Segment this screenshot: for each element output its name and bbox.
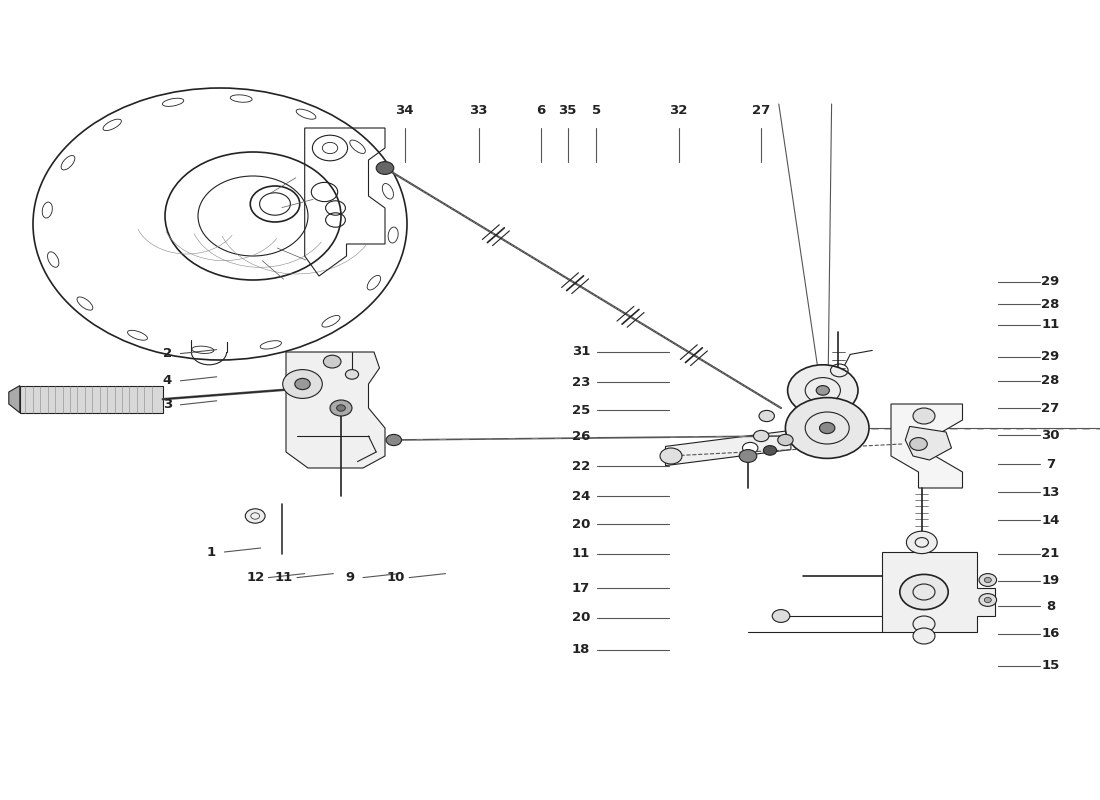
Text: 33: 33 bbox=[470, 104, 487, 117]
Polygon shape bbox=[286, 352, 385, 468]
Text: 27: 27 bbox=[752, 104, 770, 117]
Text: 26: 26 bbox=[572, 430, 590, 443]
Text: 4: 4 bbox=[163, 374, 172, 387]
Text: 22: 22 bbox=[572, 460, 590, 473]
Text: 20: 20 bbox=[572, 611, 590, 624]
Circle shape bbox=[788, 365, 858, 416]
Circle shape bbox=[754, 430, 769, 442]
Circle shape bbox=[913, 628, 935, 644]
Text: 5: 5 bbox=[592, 104, 601, 117]
Circle shape bbox=[330, 400, 352, 416]
Text: 3: 3 bbox=[163, 398, 172, 411]
Polygon shape bbox=[891, 404, 962, 488]
Text: 1: 1 bbox=[207, 546, 216, 558]
Polygon shape bbox=[882, 552, 996, 632]
Text: 31: 31 bbox=[572, 346, 590, 358]
Circle shape bbox=[295, 378, 310, 390]
Text: 28: 28 bbox=[1042, 298, 1059, 310]
Circle shape bbox=[913, 616, 935, 632]
Text: 11: 11 bbox=[572, 547, 590, 560]
Circle shape bbox=[820, 422, 835, 434]
Polygon shape bbox=[905, 426, 952, 460]
Text: 10: 10 bbox=[387, 571, 405, 584]
Circle shape bbox=[984, 598, 991, 602]
Text: 21: 21 bbox=[1042, 547, 1059, 560]
Text: 20: 20 bbox=[572, 518, 590, 530]
Circle shape bbox=[979, 594, 997, 606]
Text: 24: 24 bbox=[572, 490, 590, 502]
Circle shape bbox=[759, 410, 774, 422]
Text: 29: 29 bbox=[1042, 275, 1059, 288]
Text: 30: 30 bbox=[1042, 429, 1059, 442]
Circle shape bbox=[913, 408, 935, 424]
Circle shape bbox=[910, 438, 927, 450]
Polygon shape bbox=[9, 386, 20, 413]
Polygon shape bbox=[20, 386, 163, 413]
Text: 17: 17 bbox=[572, 582, 590, 594]
Circle shape bbox=[742, 442, 758, 454]
Text: 9: 9 bbox=[345, 571, 354, 584]
Text: 16: 16 bbox=[1042, 627, 1059, 640]
Circle shape bbox=[660, 448, 682, 464]
Text: 32: 32 bbox=[670, 104, 688, 117]
Text: 7: 7 bbox=[1046, 458, 1055, 470]
Polygon shape bbox=[666, 430, 791, 466]
Circle shape bbox=[772, 610, 790, 622]
Text: 18: 18 bbox=[572, 643, 590, 656]
Circle shape bbox=[345, 370, 359, 379]
Circle shape bbox=[323, 355, 341, 368]
Text: 28: 28 bbox=[1042, 374, 1059, 387]
Text: 2: 2 bbox=[163, 347, 172, 360]
Circle shape bbox=[778, 434, 793, 446]
Text: 29: 29 bbox=[1042, 350, 1059, 363]
Circle shape bbox=[283, 370, 322, 398]
Text: 34: 34 bbox=[396, 104, 414, 117]
Text: 14: 14 bbox=[1042, 514, 1059, 526]
Circle shape bbox=[386, 434, 402, 446]
Text: 27: 27 bbox=[1042, 402, 1059, 414]
Circle shape bbox=[785, 398, 869, 458]
Text: 25: 25 bbox=[572, 404, 590, 417]
Circle shape bbox=[900, 574, 948, 610]
Text: 13: 13 bbox=[1042, 486, 1059, 498]
Text: 11: 11 bbox=[275, 571, 293, 584]
Circle shape bbox=[763, 446, 777, 455]
Circle shape bbox=[816, 386, 829, 395]
Circle shape bbox=[739, 450, 757, 462]
Circle shape bbox=[376, 162, 394, 174]
Circle shape bbox=[906, 531, 937, 554]
Circle shape bbox=[337, 405, 345, 411]
Circle shape bbox=[245, 509, 265, 523]
Text: 35: 35 bbox=[559, 104, 576, 117]
Text: 23: 23 bbox=[572, 376, 590, 389]
Circle shape bbox=[984, 578, 991, 582]
Text: 15: 15 bbox=[1042, 659, 1059, 672]
Text: 8: 8 bbox=[1046, 600, 1055, 613]
Text: 6: 6 bbox=[537, 104, 546, 117]
Text: 12: 12 bbox=[246, 571, 264, 584]
Circle shape bbox=[979, 574, 997, 586]
Text: 19: 19 bbox=[1042, 574, 1059, 587]
Text: 11: 11 bbox=[1042, 318, 1059, 331]
